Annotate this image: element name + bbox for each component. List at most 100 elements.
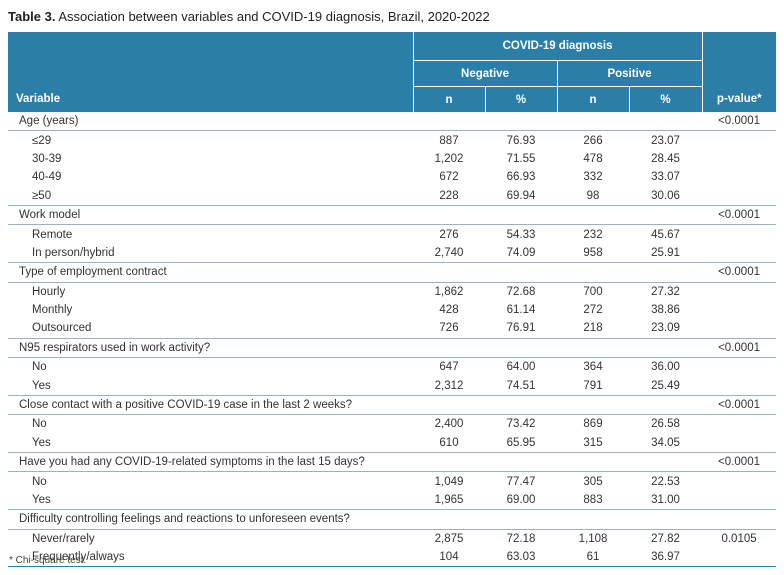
cell-n-negative: 610 (413, 433, 485, 454)
header-negative: Negative (412, 60, 557, 87)
table-row: Frequently/always 104 63.03 61 36.97 (8, 547, 777, 568)
cell-pct-positive: 30.06 (629, 186, 703, 206)
group-title: Close contact with a positive COVID-19 c… (8, 395, 413, 416)
cell-n-negative: 647 (439, 361, 459, 374)
cell-pct-positive: 26.58 (651, 418, 680, 431)
table-caption: Table 3. Association between variables a… (8, 9, 490, 24)
table-row-group: Age (years) <0.0001 (8, 112, 777, 132)
cell-pct-positive: 45.67 (651, 228, 680, 241)
cell-n-positive: 272 (583, 304, 603, 317)
row-label: No (32, 475, 47, 488)
header-diagnosis-group: COVID-19 diagnosis (412, 32, 703, 61)
table-row: No 647 64.00 364 36.00 (8, 358, 776, 377)
cell-pct-negative: 76.91 (485, 319, 557, 339)
cell-n-negative: 276 (439, 228, 459, 241)
cell-pct-negative: 71.55 (506, 152, 536, 165)
row-label: 40-49 (32, 171, 62, 184)
cell-pct-positive: 38.86 (651, 304, 680, 317)
header-blank-2 (8, 60, 413, 87)
cell-pct-positive: 23.07 (651, 134, 680, 147)
header-n-negative: n (412, 86, 485, 112)
row-label: Frequently/always (8, 547, 413, 568)
group-pvalue: <0.0001 (702, 452, 777, 473)
table-row-group: Close contact with a positive COVID-19 c… (8, 395, 777, 416)
row-label: Yes (8, 433, 413, 454)
group-pvalue: <0.0001 (702, 338, 777, 359)
cell-pct-negative: 74.51 (485, 376, 557, 396)
row-label: Yes (8, 376, 413, 396)
group-pvalue: <0.0001 (702, 395, 777, 416)
cell-pct-positive: 27.32 (651, 285, 680, 298)
table-row: Yes 610 65.95 315 34.05 (8, 433, 777, 454)
cell-n-negative: 1,202 (434, 152, 464, 165)
cell-n-negative: 2,875 (434, 532, 464, 545)
cell-n-negative: 2,740 (413, 243, 485, 264)
row-label: ≤29 (32, 134, 52, 147)
cell-pct-negative: 76.93 (506, 134, 536, 147)
results-table: COVID-19 diagnosis Negative Positive Var… (8, 32, 777, 568)
table-row: Yes 2,312 74.51 791 25.49 (8, 376, 777, 396)
table-row: No 1,049 77.47 305 22.53 (8, 472, 776, 491)
cell-pct-negative: 74.09 (485, 243, 557, 264)
cell-pct-negative: 66.93 (506, 171, 536, 184)
cell-n-positive: 478 (583, 152, 603, 165)
cell-n-positive: 315 (557, 433, 629, 454)
cell-n-positive: 266 (583, 134, 603, 147)
table-row-group: Work model <0.0001 (8, 205, 777, 226)
cell-pct-positive: 36.97 (629, 547, 703, 568)
cell-n-positive: 364 (583, 361, 603, 374)
cell-n-positive: 98 (557, 186, 629, 206)
header-pvalue: p-value* (701, 86, 777, 112)
cell-pct-positive: 25.49 (629, 376, 703, 396)
row-pvalue: 0.0105 (721, 532, 757, 545)
row-label: Never/rarely (32, 532, 95, 545)
row-label: 30-39 (32, 152, 62, 165)
cell-pct-positive: 36.00 (651, 361, 680, 374)
header-blank-right-2 (701, 60, 777, 87)
header-blank (8, 32, 413, 61)
row-label: No (32, 361, 47, 374)
group-pvalue (702, 509, 777, 530)
header-positive: Positive (556, 60, 703, 87)
table-row: ≥50 228 69.94 98 30.06 (8, 186, 777, 206)
cell-pct-negative: 64.00 (506, 361, 536, 374)
group-title: Age (years) (8, 112, 413, 132)
cell-n-positive: 1,108 (578, 532, 608, 545)
cell-pct-positive: 31.00 (629, 490, 703, 511)
group-pvalue: <0.0001 (702, 112, 777, 132)
header-n-positive: n (556, 86, 629, 112)
row-label: In person/hybrid (8, 243, 413, 264)
header-pct-positive: % (628, 86, 703, 112)
header-blank-right (701, 32, 777, 61)
cell-pct-negative: 69.00 (485, 490, 557, 511)
group-title: Work model (8, 205, 413, 226)
table-row-group: Type of employment contract <0.0001 (8, 262, 777, 283)
cell-pct-positive: 34.05 (629, 433, 703, 454)
cell-n-positive: 700 (583, 285, 603, 298)
table-row: 40-49 672 66.93 332 33.07 (8, 168, 776, 186)
cell-n-negative: 2,312 (413, 376, 485, 396)
cell-n-negative: 228 (413, 186, 485, 206)
table-row: In person/hybrid 2,740 74.09 958 25.91 (8, 243, 777, 264)
table-row: Never/rarely 2,875 72.18 1,108 27.82 0.0… (8, 529, 776, 548)
table-row-group: Have you had any COVID-19-related sympto… (8, 452, 777, 473)
table-row: 30-39 1,202 71.55 478 28.45 (8, 150, 776, 168)
cell-n-positive: 218 (557, 319, 629, 339)
cell-pct-negative: 77.47 (506, 475, 536, 488)
cell-n-positive: 791 (557, 376, 629, 396)
table-caption-text: Association between variables and COVID-… (55, 9, 490, 24)
cell-n-negative: 428 (439, 304, 459, 317)
table-row: No 2,400 73.42 869 26.58 (8, 415, 776, 434)
cell-n-negative: 672 (439, 171, 459, 184)
cell-n-positive: 332 (583, 171, 603, 184)
row-label: Outsourced (8, 319, 413, 339)
table-row: ≤29 887 76.93 266 23.07 (8, 131, 776, 150)
cell-pct-positive: 27.82 (651, 532, 680, 545)
cell-n-negative: 1,862 (434, 285, 464, 298)
cell-pct-negative: 69.94 (485, 186, 557, 206)
cell-n-negative: 2,400 (434, 418, 464, 431)
table-caption-label: Table 3. (8, 9, 56, 24)
cell-n-negative: 887 (439, 134, 459, 147)
cell-n-positive: 958 (557, 243, 629, 264)
group-pvalue: <0.0001 (702, 205, 777, 226)
